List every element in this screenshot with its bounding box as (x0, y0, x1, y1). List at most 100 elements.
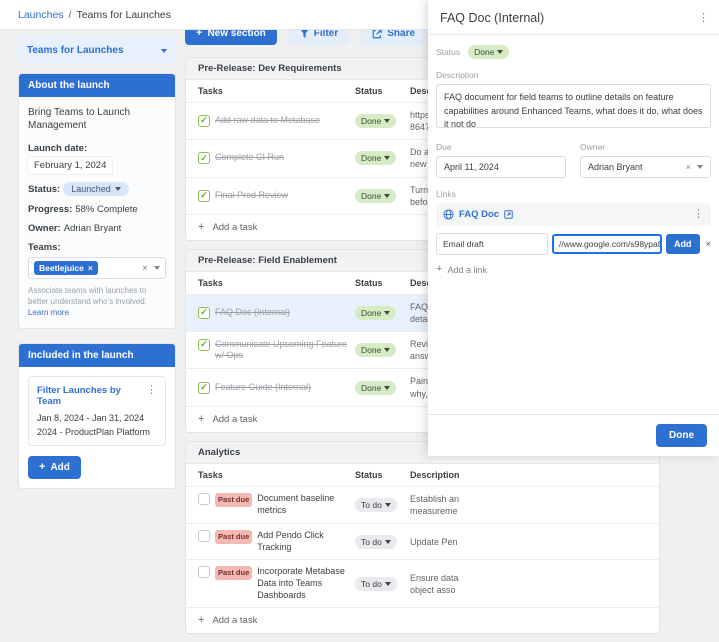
past-due-badge: Past due (215, 530, 252, 544)
external-link-icon (504, 210, 513, 219)
status-pill[interactable]: To do (355, 577, 397, 591)
faq-doc-link[interactable]: FAQ Doc (443, 209, 513, 220)
launch-selector-dropdown[interactable]: Teams for Launches (18, 38, 176, 63)
chevron-down-icon (384, 156, 390, 160)
plus-icon: + (436, 264, 442, 275)
status-pill[interactable]: Done (355, 114, 396, 128)
learn-more-link[interactable]: Learn more (28, 308, 69, 317)
launch-date-field[interactable]: February 1, 2024 (28, 157, 112, 174)
task-label[interactable]: Add raw data to Metabase (215, 115, 320, 127)
section-analytics: Analytics TasksStatusDescription Past du… (185, 441, 660, 635)
clear-teams-icon[interactable]: × (142, 263, 148, 274)
chevron-down-icon (384, 386, 390, 390)
table-row[interactable]: Past due Document baseline metrics To do… (186, 486, 659, 523)
chevron-down-icon (385, 540, 391, 544)
task-label[interactable]: Feature Guide (Internal) (215, 382, 311, 394)
table-header-row: TasksStatusDescription (186, 464, 659, 486)
add-link-submit-button[interactable]: Add (666, 234, 700, 254)
kebab-menu-icon[interactable]: ⋮ (146, 385, 157, 396)
status-label: Status: (28, 184, 60, 195)
task-label[interactable]: FAQ Doc (Internal) (215, 307, 290, 319)
chevron-down-icon (384, 194, 390, 198)
link-name-input[interactable] (436, 233, 548, 255)
included-item-card[interactable]: Filter Launches by Team ⋮ Jan 8, 2024 - … (28, 376, 166, 446)
breadcrumb-separator: / (69, 9, 72, 21)
task-label[interactable]: Document baseline metrics (257, 493, 350, 516)
launch-date-label: Launch date: (28, 143, 87, 154)
included-item-dates: Jan 8, 2024 - Jan 31, 2024 (37, 413, 157, 423)
teams-label: Teams: (28, 242, 166, 253)
clear-owner-icon[interactable]: × (686, 162, 691, 172)
panel-owner-label: Owner (580, 142, 711, 152)
owner-label: Owner: (28, 223, 61, 234)
chevron-down-icon (115, 187, 121, 191)
table-row[interactable]: Past due Incorporate Metabase Data into … (186, 559, 659, 607)
due-date-input[interactable] (436, 156, 566, 178)
launch-status-pill[interactable]: Launched (63, 182, 129, 196)
add-link-button[interactable]: + Add a link (436, 264, 711, 275)
status-pill[interactable]: Done (355, 151, 396, 165)
breadcrumb-launches-link[interactable]: Launches (18, 9, 64, 21)
add-task-button[interactable]: + Add a task (186, 607, 659, 633)
chevron-down-icon (384, 311, 390, 315)
progress-value: 58% Complete (75, 204, 137, 215)
remove-team-icon[interactable]: × (88, 263, 93, 273)
checkbox-checked-icon[interactable]: ✓ (198, 382, 210, 394)
panel-description-label: Description (436, 70, 711, 80)
checkbox-checked-icon[interactable]: ✓ (198, 152, 210, 164)
task-detail-panel: FAQ Doc (Internal) ⋮ Status Done Descrip… (428, 0, 719, 456)
task-label[interactable]: Final Prod Review (215, 190, 288, 202)
description-textarea[interactable]: FAQ document for field teams to outline … (436, 84, 711, 128)
past-due-badge: Past due (215, 493, 252, 507)
past-due-badge: Past due (215, 566, 252, 580)
link-url-input[interactable]: //www.google.com/s98ypa8923h (552, 234, 662, 254)
checkbox-icon[interactable] (198, 566, 210, 578)
status-pill[interactable]: Done (355, 189, 396, 203)
status-pill[interactable]: Done (355, 343, 396, 357)
owner-select[interactable]: Adrian Bryant × (580, 156, 711, 178)
checkbox-checked-icon[interactable]: ✓ (198, 339, 210, 351)
done-button[interactable]: Done (656, 424, 707, 447)
status-pill[interactable]: Done (355, 306, 396, 320)
chevron-down-icon[interactable] (697, 165, 703, 169)
add-included-button[interactable]: + Add (28, 456, 81, 479)
checkbox-icon[interactable] (198, 530, 210, 542)
panel-status-pill[interactable]: Done (468, 45, 509, 59)
globe-icon (443, 209, 454, 220)
description-cell: Update Pen (410, 536, 647, 548)
included-item-title[interactable]: Filter Launches by Team (37, 385, 157, 407)
description-cell: Ensure dataobject asso (410, 572, 647, 596)
teams-multiselect[interactable]: Beetlejuice × × (28, 257, 166, 279)
cancel-link-icon[interactable]: × (704, 239, 714, 250)
status-pill[interactable]: To do (355, 535, 397, 549)
status-pill[interactable]: Done (355, 381, 396, 395)
chevron-down-icon (161, 49, 167, 53)
panel-title: FAQ Doc (Internal) (440, 11, 544, 25)
kebab-menu-icon[interactable]: ⋮ (698, 13, 709, 24)
included-header: Included in the launch (19, 344, 175, 367)
new-link-row: //www.google.com/s98ypa8923h Add × (436, 233, 711, 255)
kebab-menu-icon[interactable]: ⋮ (693, 209, 704, 220)
table-row[interactable]: Past due Add Pendo Click Tracking To do … (186, 523, 659, 559)
teams-helper-text: Associate teams with launches to better … (28, 285, 166, 319)
owner-value: Adrian Bryant (64, 223, 122, 234)
links-label: Links (436, 189, 711, 199)
chevron-down-icon (385, 582, 391, 586)
due-label: Due (436, 142, 566, 152)
plus-icon: + (198, 615, 204, 626)
checkbox-checked-icon[interactable]: ✓ (198, 190, 210, 202)
status-pill[interactable]: To do (355, 498, 397, 512)
task-label[interactable]: Add Pendo Click Tracking (257, 530, 350, 553)
task-label[interactable]: Complete CI Run (215, 152, 284, 164)
chevron-down-icon[interactable] (154, 266, 160, 270)
chevron-down-icon (385, 503, 391, 507)
checkbox-checked-icon[interactable]: ✓ (198, 307, 210, 319)
checkbox-icon[interactable] (198, 493, 210, 505)
task-label[interactable]: Communicate Upcoming Feature w/ Ops (215, 339, 350, 362)
checkbox-checked-icon[interactable]: ✓ (198, 115, 210, 127)
launch-name: Bring Teams to Launch Management (28, 106, 166, 132)
about-launch-header: About the launch (19, 74, 175, 97)
plus-icon: + (39, 462, 45, 473)
task-label[interactable]: Incorporate Metabase Data into Teams Das… (257, 566, 350, 601)
link-row: FAQ Doc ⋮ (436, 203, 711, 226)
